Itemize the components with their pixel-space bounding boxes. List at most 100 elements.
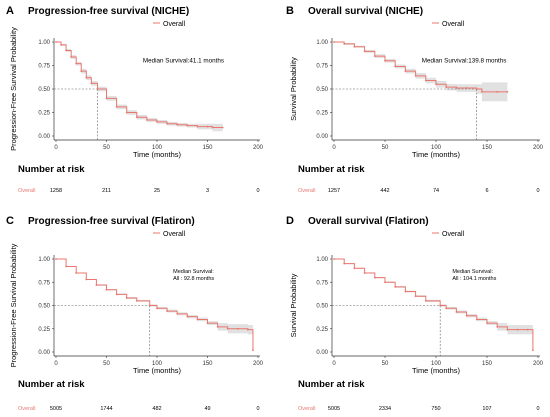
survival-curve-line	[334, 258, 534, 351]
survival-point	[65, 265, 67, 268]
chart-title: Progression-free survival (NICHE)	[28, 6, 189, 17]
survival-point	[496, 90, 499, 93]
survival-point	[516, 328, 519, 331]
survival-point	[148, 304, 151, 307]
x-tick-label: 50	[103, 145, 110, 151]
y-tick-label: 0.75	[316, 64, 328, 70]
survival-point	[236, 327, 239, 330]
survival-point	[166, 122, 169, 125]
survival-point	[481, 90, 483, 93]
survival-point	[115, 293, 118, 296]
risk-count: 6	[485, 188, 488, 194]
survival-point	[424, 79, 427, 82]
x-tick-label: 150	[482, 361, 493, 367]
survival-point	[105, 97, 108, 100]
risk-count: 2334	[379, 406, 391, 412]
median-annotation-line: All : 104.1 months	[452, 276, 496, 282]
y-axis-label: Survival Probability	[289, 57, 298, 121]
y-tick-label: 1.00	[316, 257, 328, 263]
panel-b: B Overall survival (NICHE) Overall Survival…	[286, 5, 544, 194]
risk-count: 211	[102, 188, 111, 194]
survival-point	[465, 87, 468, 89]
x-tick-label: 0	[332, 145, 336, 151]
risk-count: 750	[431, 406, 440, 412]
survival-point	[85, 76, 88, 79]
y-tick-label: 0.00	[316, 350, 328, 356]
survival-point	[414, 74, 417, 77]
x-tick-label: 150	[202, 145, 213, 151]
risk-count: 1744	[100, 406, 112, 412]
survival-point	[333, 41, 335, 43]
y-tick-label: 1.00	[38, 257, 50, 263]
y-tick-label: 0.25	[38, 111, 50, 117]
survival-point	[455, 87, 458, 89]
survival-point	[135, 116, 138, 119]
survival-point	[75, 272, 78, 274]
survival-point	[343, 42, 346, 45]
risk-count: 442	[380, 188, 389, 194]
risk-table-title: Number at risk	[298, 379, 365, 390]
survival-point	[506, 328, 509, 331]
panel-d: D Overall survival (Flatiron) Overall Survi…	[286, 215, 544, 412]
survival-point	[176, 123, 179, 126]
survival-point	[414, 295, 417, 298]
y-tick-label: 0.00	[38, 350, 50, 356]
x-tick-label: 100	[431, 145, 442, 151]
survival-point	[186, 315, 189, 318]
survival-point	[353, 267, 356, 270]
x-tick-label: 100	[431, 361, 442, 367]
risk-count: 3	[206, 188, 209, 194]
legend-entry: Overall	[442, 231, 465, 238]
survival-point	[373, 276, 376, 279]
survival-point	[206, 322, 209, 325]
survival-point	[465, 314, 468, 317]
legend-entry: Overall	[163, 21, 186, 28]
risk-row-label: Overall	[298, 406, 315, 412]
survival-point	[196, 125, 199, 128]
x-tick-label: 50	[382, 145, 389, 151]
panel-letter: B	[286, 5, 294, 17]
survival-point	[333, 258, 335, 260]
median-annotation: Median Survival:41.1 months	[143, 58, 224, 65]
y-tick-label: 0.75	[38, 64, 50, 70]
y-tick-label: 0.50	[38, 87, 50, 93]
x-tick-label: 150	[482, 145, 493, 151]
risk-count: 1258	[50, 188, 62, 194]
survival-point	[404, 70, 407, 73]
y-tick-label: 0.50	[38, 304, 50, 310]
x-tick-label: 200	[533, 145, 544, 151]
y-tick-label: 1.00	[316, 40, 328, 46]
panel-letter: C	[6, 215, 14, 227]
survival-point	[211, 126, 214, 129]
survival-point	[176, 312, 179, 315]
y-axis-label: Progression-Free Survival Probability	[9, 27, 18, 151]
survival-point	[55, 258, 57, 260]
survival-point	[445, 307, 448, 310]
risk-count: 0	[536, 188, 539, 194]
survival-point	[363, 50, 366, 53]
x-tick-label: 0	[54, 361, 58, 367]
survival-point	[55, 41, 57, 43]
x-tick-label: 0	[54, 145, 58, 151]
risk-count: 49	[204, 406, 210, 412]
x-axis-label: Time (months)	[133, 366, 182, 375]
survival-point	[496, 325, 499, 328]
survival-point	[404, 290, 407, 293]
risk-count: 0	[256, 406, 259, 412]
survival-point	[424, 299, 427, 302]
x-tick-label: 200	[533, 361, 544, 367]
panel-a: A Progression-free survival (NICHE) Overal…	[6, 5, 264, 194]
panel-letter: A	[6, 5, 14, 17]
survival-point	[363, 272, 366, 274]
y-tick-label: 0.75	[38, 280, 50, 286]
survival-point	[65, 49, 67, 52]
survival-point	[435, 83, 437, 86]
survival-point	[353, 45, 356, 48]
survival-point	[125, 111, 128, 114]
survival-curve-line	[56, 41, 223, 129]
risk-count: 25	[154, 188, 160, 194]
survival-point	[156, 307, 158, 310]
survival-point	[455, 311, 458, 313]
x-axis-label: Time (months)	[412, 150, 461, 159]
